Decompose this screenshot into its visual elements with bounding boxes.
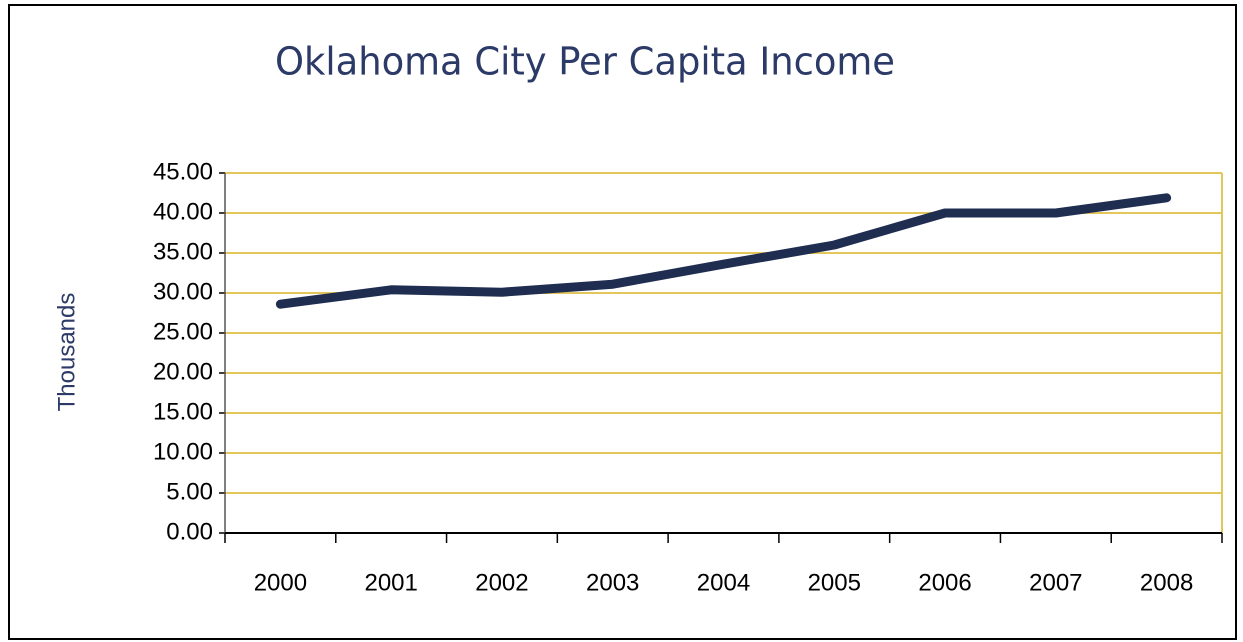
y-tick-label: 25.00: [153, 318, 213, 345]
chart-title: Oklahoma City Per Capita Income: [275, 40, 895, 84]
y-tick-label: 30.00: [153, 278, 213, 305]
x-tick-label: 2000: [254, 569, 307, 596]
y-tick-label: 20.00: [153, 358, 213, 385]
x-tick-label: 2002: [475, 569, 528, 596]
y-tick-label: 0.00: [166, 518, 213, 545]
y-tick-label: 15.00: [153, 398, 213, 425]
x-tick-label: 2001: [364, 569, 417, 596]
y-axis-label: Thousands: [53, 293, 80, 412]
y-tick-label: 5.00: [166, 478, 213, 505]
x-tick-label: 2004: [697, 569, 750, 596]
y-tick-label: 40.00: [153, 198, 213, 225]
x-tick-label: 2006: [918, 569, 971, 596]
x-tick-label: 2008: [1140, 569, 1193, 596]
data-line: [275, 193, 1172, 309]
y-tick-label: 45.00: [153, 158, 213, 185]
y-tick-label: 10.00: [153, 438, 213, 465]
y-tick-label: 35.00: [153, 238, 213, 265]
x-tick-label: 2005: [808, 569, 861, 596]
x-tick-label: 2007: [1029, 569, 1082, 596]
x-tick-label: 2003: [586, 569, 639, 596]
